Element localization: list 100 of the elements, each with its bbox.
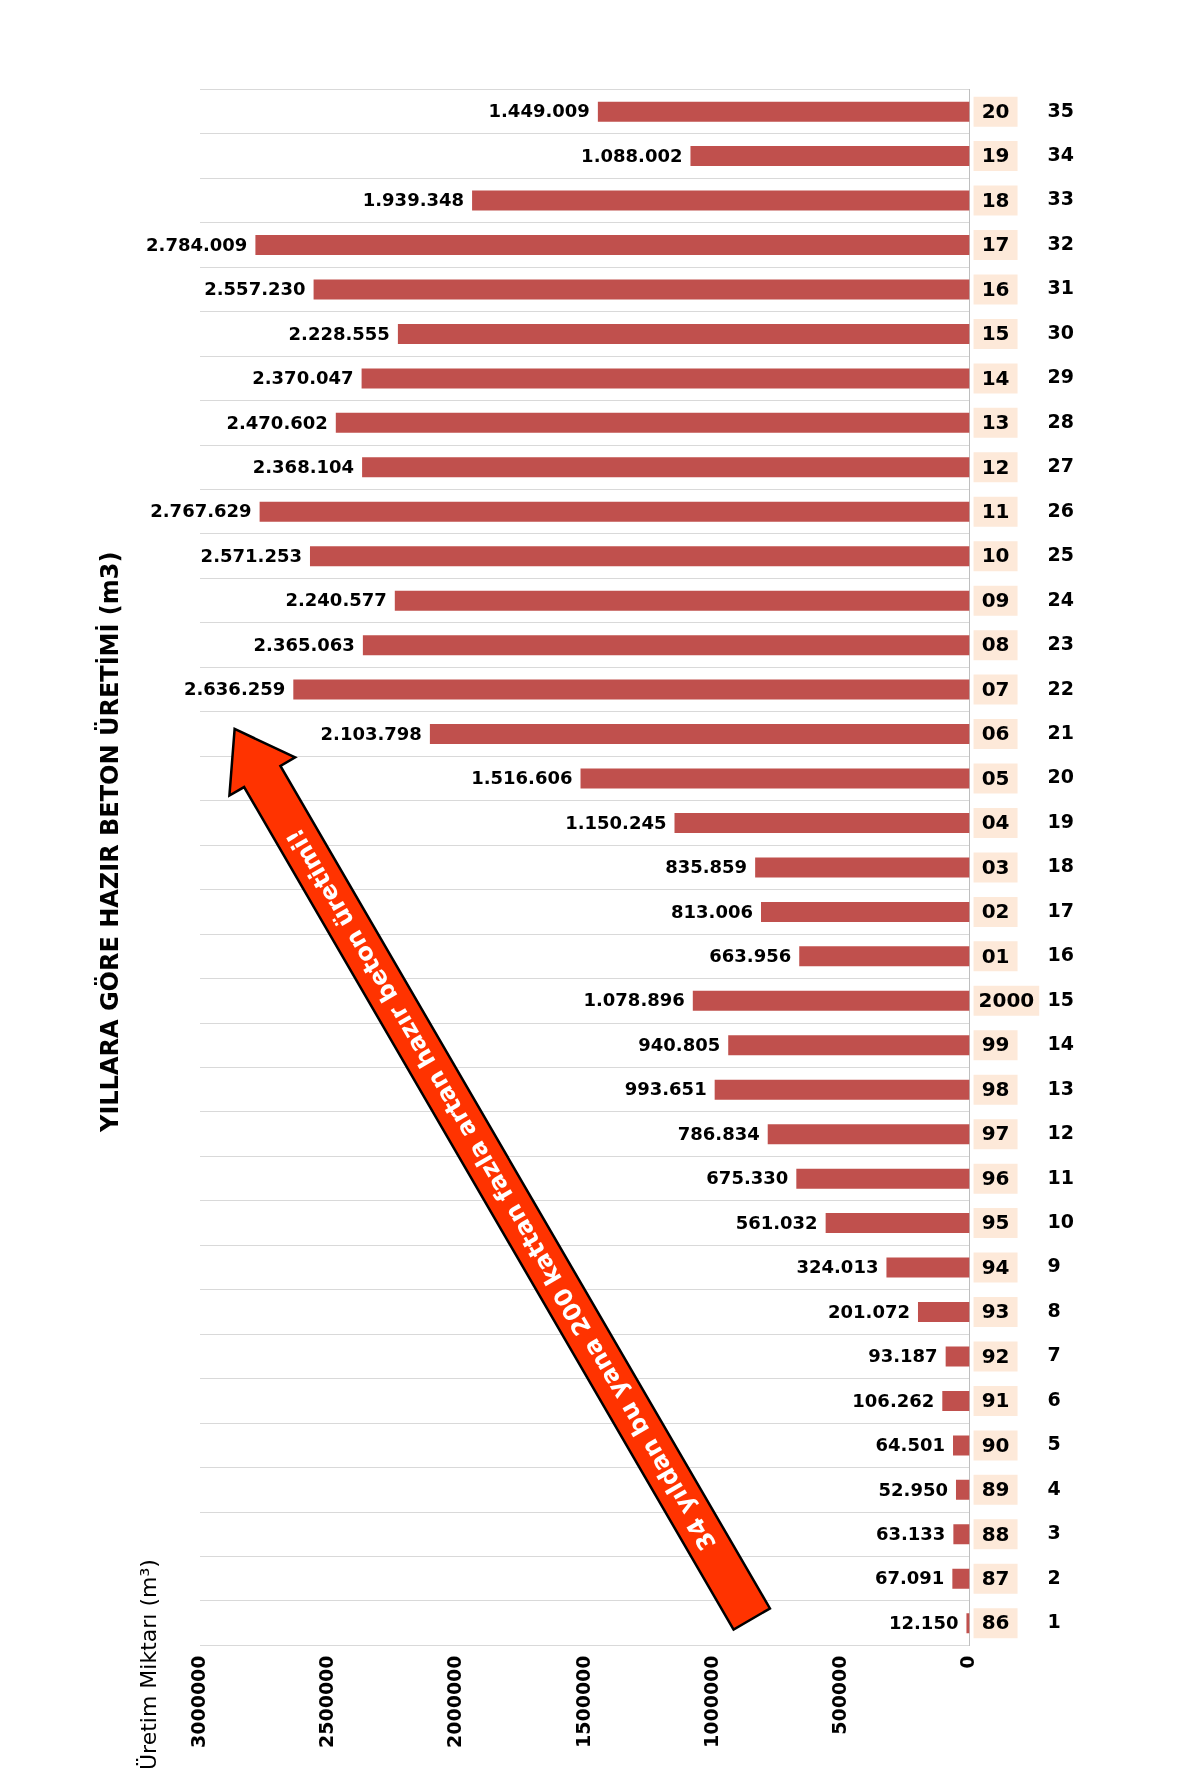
text: 99 — [981, 1032, 1010, 1057]
text: 13 — [981, 410, 1010, 435]
y-tick-label: 23 — [1047, 632, 1075, 655]
bar — [255, 235, 970, 256]
data-label: 2.767.629 — [150, 500, 252, 522]
text: 04 — [981, 810, 1010, 835]
data-label: 201.072 — [828, 1300, 910, 1322]
y-tick-label: 17 — [1047, 898, 1075, 921]
text: 87 — [981, 1565, 1010, 1590]
data-label: 561.032 — [735, 1211, 818, 1233]
text: 06 — [981, 721, 1010, 746]
bar — [945, 1346, 970, 1367]
y-tick-label: 29 — [1047, 365, 1075, 388]
bar — [362, 457, 970, 478]
text: 08 — [981, 632, 1010, 657]
text: 18 — [981, 187, 1010, 212]
y-tick-label: 4 — [1047, 1476, 1061, 1499]
bar — [714, 1079, 970, 1100]
y-tick-label: 34 — [1047, 143, 1075, 166]
y-tick-label: 35 — [1047, 98, 1075, 121]
data-label: 835.859 — [665, 856, 748, 878]
data-label: 2.368.104 — [252, 455, 355, 477]
bar — [597, 101, 970, 122]
data-label: 67.091 — [874, 1567, 945, 1589]
text: 93 — [981, 1299, 1010, 1324]
text: 94 — [981, 1254, 1010, 1279]
data-label: 2.240.577 — [285, 589, 387, 611]
data-label: 2.636.259 — [183, 678, 286, 700]
data-label: 786.834 — [677, 1122, 760, 1144]
y-tick-label: 33 — [1047, 187, 1075, 210]
y-tick-label: 1 — [1047, 1610, 1061, 1633]
data-label: 2.103.798 — [320, 722, 422, 744]
y-tick-label: 27 — [1047, 454, 1075, 477]
bar — [728, 1035, 970, 1056]
bar — [953, 1435, 970, 1456]
y-tick-label: 22 — [1047, 676, 1075, 699]
bar — [692, 990, 970, 1011]
data-label: 93.187 — [868, 1345, 938, 1367]
data-label: 2.784.009 — [146, 233, 248, 255]
text: 89 — [981, 1477, 1010, 1502]
x-tick-label: 2500000 — [315, 1655, 338, 1749]
text: 91 — [981, 1388, 1010, 1413]
y-tick-label: 25 — [1047, 543, 1075, 566]
data-label: 940.805 — [638, 1033, 721, 1055]
text: 97 — [981, 1121, 1010, 1146]
text: 03 — [981, 854, 1010, 879]
bar — [362, 635, 970, 656]
y-tick-label: 7 — [1047, 1343, 1061, 1366]
y-tick-label: 8 — [1047, 1298, 1061, 1321]
bar — [335, 412, 970, 433]
bar — [472, 190, 970, 211]
bar — [955, 1479, 970, 1500]
bar — [690, 146, 970, 167]
data-label: 2.365.063 — [253, 633, 355, 655]
bar — [309, 546, 970, 567]
y-tick-label: 31 — [1047, 276, 1075, 299]
bar — [755, 857, 970, 878]
y-tick-label: 26 — [1047, 498, 1075, 521]
bar — [886, 1257, 970, 1278]
data-label: 2.370.047 — [252, 367, 354, 389]
bar — [953, 1524, 970, 1545]
text: 90 — [981, 1432, 1010, 1457]
data-label: 1.150.245 — [565, 811, 667, 833]
text: 12 — [981, 454, 1010, 479]
data-label: 1.088.002 — [581, 144, 683, 166]
data-label: 63.133 — [875, 1522, 946, 1544]
bar — [796, 1168, 970, 1189]
y-tick-label: 13 — [1047, 1076, 1075, 1099]
text: 02 — [981, 899, 1010, 924]
text: 10 — [981, 543, 1010, 568]
data-label: 106.262 — [852, 1389, 935, 1411]
text: 2000 — [978, 988, 1035, 1013]
y-axis-title: Üretim Miktarı (m³) — [136, 1558, 161, 1770]
text: 98 — [981, 1076, 1010, 1101]
bar — [361, 368, 970, 389]
text: YILLARA GÖRE HAZIR BETON ÜRETİMİ (m3) — [96, 550, 124, 1134]
y-tick-label: 32 — [1047, 231, 1075, 254]
text: 86 — [981, 1610, 1010, 1635]
data-label: 12.150 — [888, 1611, 959, 1633]
bar — [942, 1390, 970, 1411]
y-tick-label: 28 — [1047, 409, 1075, 432]
data-label: 663.956 — [709, 945, 792, 967]
x-tick-label: 2000000 — [443, 1655, 466, 1749]
bar — [580, 768, 970, 789]
y-tick-label: 19 — [1047, 809, 1075, 832]
text: 92 — [981, 1343, 1010, 1368]
data-label: 1.516.606 — [471, 767, 573, 789]
bar — [761, 901, 970, 922]
y-tick-label: 3 — [1047, 1521, 1061, 1544]
data-label: 1.449.009 — [488, 100, 590, 122]
text: 20 — [981, 98, 1010, 123]
y-tick-label: 14 — [1047, 1032, 1075, 1055]
x-tick-label: 1000000 — [699, 1655, 722, 1749]
bar — [313, 279, 970, 300]
y-tick-label: 18 — [1047, 854, 1075, 877]
bar — [966, 1613, 970, 1634]
data-label: 1.078.896 — [583, 989, 685, 1011]
data-label: 2.571.253 — [200, 544, 302, 566]
y-tick-label: 12 — [1047, 1121, 1075, 1144]
data-label: 2.470.602 — [226, 411, 328, 433]
